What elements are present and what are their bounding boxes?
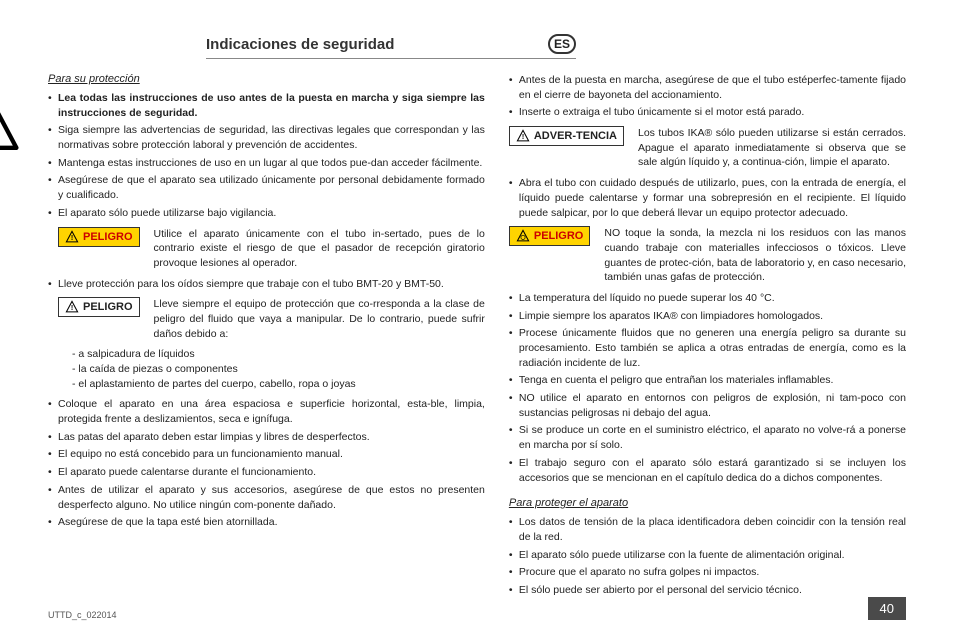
danger-text: Lleve siempre el equipo de protección qu…	[154, 297, 485, 341]
left-column: Para su protección Lea todas las instruc…	[48, 73, 485, 601]
bullet-list: Los datos de tensión de la placa identif…	[509, 515, 906, 597]
bullet: Lea todas las instrucciones de uso antes…	[48, 91, 485, 120]
page-number: 40	[868, 597, 906, 620]
danger-label: PELIGRO	[534, 230, 584, 242]
header-title: Indicaciones de seguridad	[206, 36, 394, 53]
bullet: El equipo no está concebido para un func…	[48, 447, 485, 462]
bullet: Antes de utilizar el aparato y sus acces…	[48, 483, 485, 512]
hazard-icon: !	[65, 300, 79, 314]
bullet: El trabajo seguro con el aparato sólo es…	[509, 456, 906, 485]
bullet: Lleve protección para los oídos siempre …	[48, 277, 485, 292]
bullet: Siga siempre las advertencias de segurid…	[48, 123, 485, 152]
bullet: La temperatura del líquido no puede supe…	[509, 291, 906, 306]
bullet: Coloque el aparato en una área espaciosa…	[48, 397, 485, 426]
warning-badge: ! ADVER-TENCIA	[509, 126, 624, 146]
bullet: Limpie siempre los aparatos IKA® con lim…	[509, 309, 906, 324]
bullet: Si se produce un corte en el suministro …	[509, 423, 906, 452]
bullet-list: Coloque el aparato en una área espaciosa…	[48, 397, 485, 530]
bullet-list: Abra el tubo con cuidado después de util…	[509, 176, 906, 220]
bullet: Procure que el aparato no sufra golpes n…	[509, 565, 906, 580]
svg-text:!: !	[71, 305, 73, 312]
danger-badge: PELIGRO	[509, 226, 591, 246]
sub-item: - el aplastamiento de partes del cuerpo,…	[72, 377, 485, 392]
danger-text: Utilice el aparato únicamente con el tub…	[154, 227, 485, 271]
page-footer: UTTD_c_022014 40	[48, 597, 906, 620]
bullet: Antes de la puesta en marcha, asegúrese …	[509, 73, 906, 102]
content-columns: Para su protección Lea todas las instruc…	[48, 73, 906, 601]
warning-text: Los tubos IKA® sólo pueden utilizarse si…	[638, 126, 906, 170]
danger-block: ! PELIGRO Utilice el aparato únicamente …	[58, 227, 485, 271]
bullet: El sólo puede ser abierto por el persona…	[509, 583, 906, 598]
warning-block: ! ADVER-TENCIA Los tubos IKA® sólo puede…	[509, 126, 906, 170]
bullet: Los datos de tensión de la placa identif…	[509, 515, 906, 544]
svg-text:!: !	[522, 134, 524, 141]
bullet-list: Lea todas las instrucciones de uso antes…	[48, 91, 485, 221]
danger-label: PELIGRO	[83, 231, 133, 243]
bullet-list: Antes de la puesta en marcha, asegúrese …	[509, 73, 906, 120]
right-column: Antes de la puesta en marcha, asegúrese …	[509, 73, 906, 601]
sub-item: - a salpicadura de líquidos	[72, 347, 485, 362]
sub-list: - a salpicadura de líquidos - la caída d…	[72, 347, 485, 391]
bullet: Tenga en cuenta el peligro que entrañan …	[509, 373, 906, 388]
bullet: Mantenga estas instrucciones de uso en u…	[48, 156, 485, 171]
footer-ref: UTTD_c_022014	[48, 610, 117, 620]
danger-text: NO toque la sonda, la mezcla ni los resi…	[604, 226, 906, 285]
bullet: El aparato sólo puede utilizarse con la …	[509, 548, 906, 563]
bullet: Asegúrese de que el aparato sea utilizad…	[48, 173, 485, 202]
bullet: El aparato puede calentarse durante el f…	[48, 465, 485, 480]
danger-label: PELIGRO	[83, 301, 133, 313]
warning-label: ADVER-TENCIA	[534, 130, 617, 142]
bullet: NO utilice el aparato en entornos con pe…	[509, 391, 906, 420]
svg-text:!: !	[71, 234, 73, 241]
bullet: Las patas del aparato deben estar limpia…	[48, 430, 485, 445]
bullet: Abra el tubo con cuidado después de util…	[509, 176, 906, 220]
language-badge: ES	[548, 34, 576, 54]
hazard-icon: !	[65, 230, 79, 244]
danger-badge-outline: ! PELIGRO	[58, 297, 140, 317]
danger-badge: ! PELIGRO	[58, 227, 140, 247]
biohazard-icon	[516, 229, 530, 243]
section-header: Indicaciones de seguridad ES	[206, 34, 576, 59]
danger-block: PELIGRO NO toque la sonda, la mezcla ni …	[509, 226, 906, 285]
subhead-device: Para proteger el aparato	[509, 497, 906, 509]
hazard-icon: !	[516, 129, 530, 143]
sub-item: - la caída de piezas o componentes	[72, 362, 485, 377]
subhead-protection: Para su protección	[48, 73, 485, 85]
bullet-list: La temperatura del líquido no puede supe…	[509, 291, 906, 485]
bullet: Inserte o extraiga el tubo únicamente si…	[509, 105, 906, 120]
bullet: El aparato sólo puede utilizarse bajo vi…	[48, 206, 485, 221]
warning-triangle-icon	[0, 83, 20, 155]
danger-block: ! PELIGRO Lleve siempre el equipo de pro…	[58, 297, 485, 341]
bullet: Procese únicamente fluidos que no genere…	[509, 326, 906, 370]
bullet: Asegúrese de que la tapa esté bien atorn…	[48, 515, 485, 530]
bullet-list: Lleve protección para los oídos siempre …	[48, 277, 485, 292]
